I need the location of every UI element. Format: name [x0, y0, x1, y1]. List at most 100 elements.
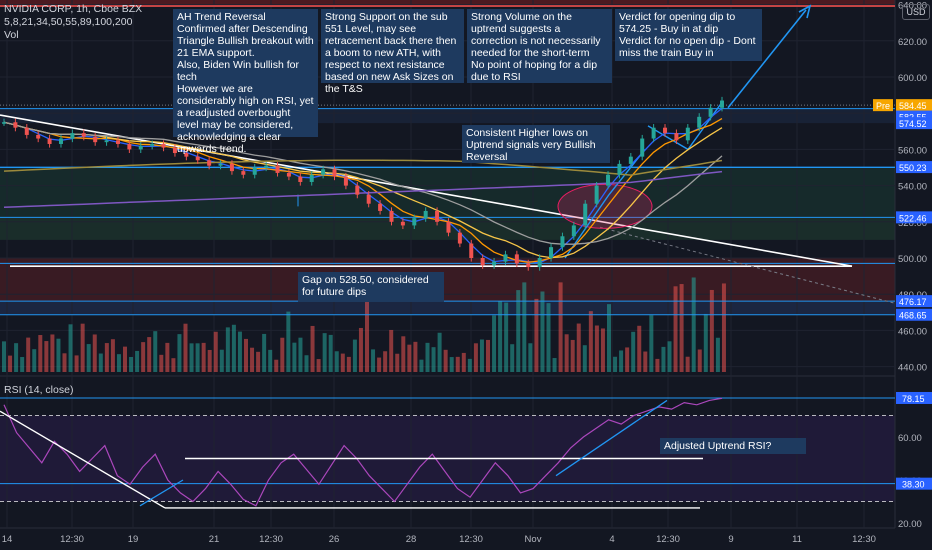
volume-bar [38, 335, 43, 372]
currency-button[interactable]: USD [902, 4, 930, 20]
candle-body [560, 236, 565, 248]
volume-bar [582, 345, 587, 372]
volume-bar [116, 354, 121, 372]
candle-body [81, 133, 86, 137]
time-tick-label: 12:30 [852, 534, 876, 545]
candle-body [400, 221, 405, 226]
candle-body [537, 258, 542, 268]
volume-bar [443, 349, 448, 372]
candle-body [127, 143, 132, 150]
volume-bar [564, 334, 569, 372]
ma-list: 5,8,21,34,50,55,89,100,200 [4, 16, 133, 28]
rsi-tick-label: 20.00 [898, 519, 922, 530]
time-tick-label: 19 [128, 534, 139, 545]
time-tick-label: 12:30 [60, 534, 84, 545]
volume-bar [637, 325, 642, 372]
price-badge-label: 574.52 [899, 119, 927, 129]
volume-bars [2, 277, 726, 372]
price-tick-label: 500.00 [898, 254, 927, 265]
volume-bar [268, 349, 273, 372]
rsi-badge-label: 78.15 [902, 394, 925, 404]
volume-bar [709, 289, 714, 372]
volume-bar [721, 283, 726, 372]
volume-bar [92, 334, 97, 372]
volume-bar [292, 342, 297, 372]
candle-body [150, 143, 155, 146]
candle-body [685, 127, 690, 141]
ema-8 [3, 118, 723, 263]
note-verdict: Verdict for opening dip to 574.25 - Buy … [615, 9, 762, 61]
volume-bar [383, 351, 388, 372]
candle-body [138, 145, 143, 150]
upper-band [0, 108, 895, 124]
volume-bar [183, 323, 188, 372]
volume-bar [352, 339, 357, 372]
volume-bar [147, 337, 152, 372]
volume-bar [600, 328, 605, 372]
candle-body [435, 210, 440, 222]
volume-bar [389, 329, 394, 372]
volume-bar [619, 350, 624, 372]
volume-bar [135, 350, 140, 372]
volume-bar [588, 311, 593, 372]
volume-bar [691, 277, 696, 372]
volume-bar [32, 349, 37, 372]
candle-body [298, 176, 303, 182]
candle-body [47, 138, 52, 144]
volume-bar [473, 343, 478, 372]
volume-bar [262, 333, 267, 372]
volume-bar [8, 355, 13, 372]
candle-body [503, 254, 508, 262]
note-strong-volume: Strong Volume on the uptrend suggests a … [467, 9, 612, 83]
volume-bar [425, 342, 430, 372]
volume-bar [159, 354, 164, 372]
candle-body [412, 218, 417, 226]
candle-body [423, 210, 428, 219]
volume-bar [56, 338, 61, 372]
rsi-badge-label: 38.30 [902, 480, 925, 490]
volume-bar [316, 359, 321, 372]
volume-bar [334, 351, 339, 372]
candle-body [366, 194, 371, 204]
top-resistance-band [0, 0, 895, 7]
volume-bar [328, 334, 333, 372]
volume-bar [625, 347, 630, 372]
candle-body [583, 203, 588, 226]
volume-bar [546, 303, 551, 372]
candle-body [286, 172, 291, 177]
volume-bar [522, 282, 527, 372]
volume-bar [498, 301, 503, 372]
volume-bar [558, 282, 563, 372]
candle-body [594, 185, 599, 204]
price-candles [2, 96, 724, 271]
time-tick-label: 12:30 [459, 534, 483, 545]
volume-bar [2, 341, 6, 372]
candle-body [389, 210, 394, 222]
candle-body [651, 127, 656, 139]
volume-bar [655, 358, 660, 372]
note-higher-lows: Consistent Higher lows on Uptrend signal… [462, 125, 610, 163]
dotted-projection [599, 226, 931, 313]
candle-body [104, 140, 109, 143]
volume-bar [110, 339, 115, 372]
ema-21 [3, 121, 723, 259]
candle-body [457, 232, 462, 244]
pre-badge-label: Pre [876, 101, 890, 111]
volume-bar [613, 356, 618, 372]
candle-body [708, 107, 713, 117]
volume-bar [479, 339, 484, 372]
candle-body [184, 153, 189, 157]
volume-bar [455, 356, 460, 372]
candle-body [2, 122, 6, 124]
candle-body [93, 136, 98, 143]
candle-body [628, 156, 633, 164]
rsi-badge [896, 477, 932, 490]
volume-bar [177, 334, 182, 372]
volume-bar [643, 351, 648, 372]
volume-bar [74, 355, 79, 372]
volume-bar [68, 324, 73, 372]
volume-bar [346, 356, 351, 372]
volume-bar [371, 349, 376, 372]
